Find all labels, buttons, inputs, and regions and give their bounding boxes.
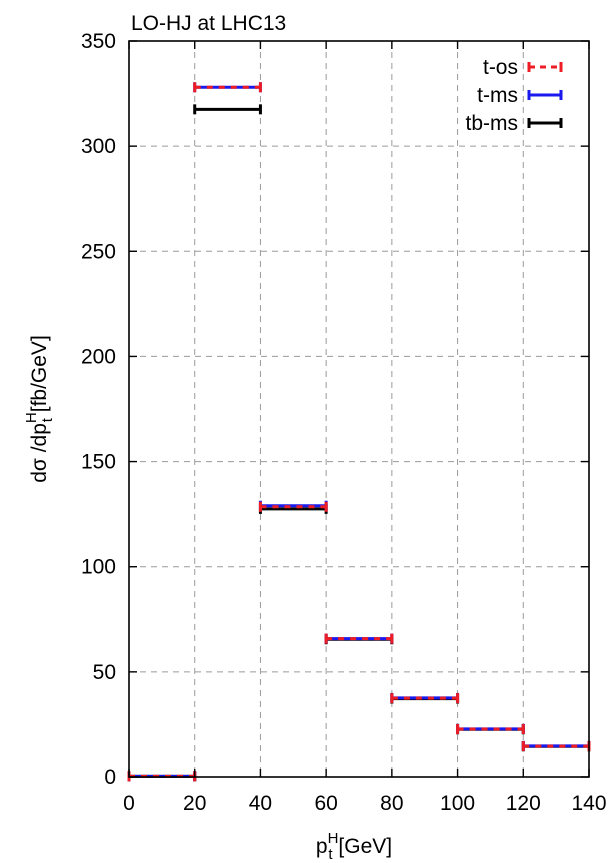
y-tick-label: 200 <box>81 345 116 368</box>
legend-label-t-os: t-os <box>483 56 518 79</box>
y-tick-label: 300 <box>81 135 116 158</box>
x-tick-label: 140 <box>571 792 606 815</box>
y-axis-label: dσ /dpHt [fb/GeV] <box>23 335 56 483</box>
x-axis-label-sup: H <box>328 830 339 847</box>
legend: t-os t-ms tb-ms <box>466 56 563 135</box>
plot-area <box>127 82 591 782</box>
x-tick-label: 40 <box>249 792 272 815</box>
y-axis-label-sub: t <box>39 417 56 422</box>
chart-title: LO-HJ at LHC13 <box>131 12 286 35</box>
x-tick-label: 120 <box>506 792 541 815</box>
x-tick-label: 60 <box>314 792 337 815</box>
y-axis-label-prefix: dσ /dp <box>28 423 51 483</box>
y-tick-label: 250 <box>81 240 116 263</box>
y-tick-label: 350 <box>81 30 116 53</box>
x-axis-label-base: p <box>316 835 328 858</box>
x-axis-label-unit: [GeV] <box>333 835 393 858</box>
legend-label-tb-ms: tb-ms <box>466 112 519 135</box>
x-tick-label: 20 <box>183 792 206 815</box>
axis-ticks: 0 20 40 60 80 100 120 140 0 50 100 150 200 250 300 350 <box>81 30 607 815</box>
x-tick-label: 100 <box>440 792 475 815</box>
x-axis-label-sub: t <box>328 846 333 863</box>
y-tick-label: 150 <box>81 451 116 474</box>
x-tick-label: 80 <box>380 792 403 815</box>
plot-frame <box>128 40 590 778</box>
y-tick-label: 100 <box>81 556 116 579</box>
y-tick-label: 0 <box>104 766 116 789</box>
x-axis-label: pH t [GeV] <box>316 830 392 863</box>
y-tick-label: 50 <box>93 661 116 684</box>
y-axis-label-sup: H <box>23 412 40 423</box>
legend-label-t-ms: t-ms <box>477 84 518 107</box>
y-axis-label-unit: [fb/GeV] <box>28 335 51 418</box>
grid-lines <box>129 41 589 777</box>
x-tick-label: 0 <box>123 792 135 815</box>
